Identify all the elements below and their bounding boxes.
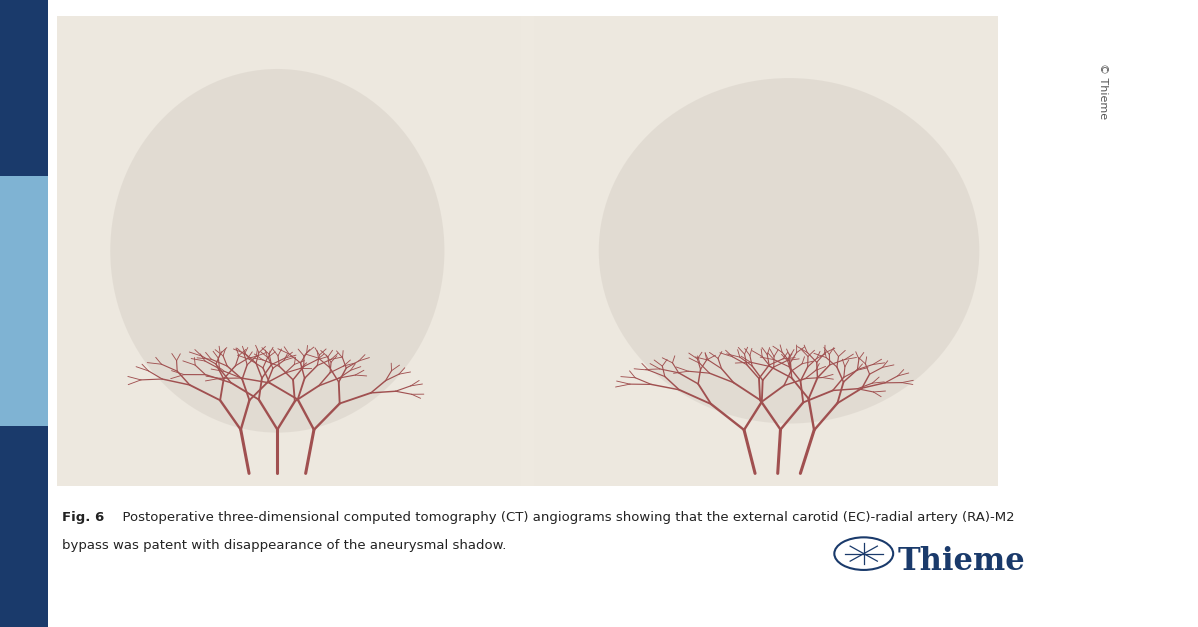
Text: Postoperative three-dimensional computed tomography (CT) angiograms showing that: Postoperative three-dimensional computed… (114, 511, 1015, 524)
Ellipse shape (599, 78, 979, 424)
Text: Thieme: Thieme (897, 545, 1025, 577)
Bar (0, 176, 48, 426)
Text: © Thieme: © Thieme (1097, 63, 1108, 119)
Ellipse shape (110, 69, 444, 433)
Bar (534, 16, 998, 486)
Text: bypass was patent with disappearance of the aneurysmal shadow.: bypass was patent with disappearance of … (62, 539, 507, 552)
Bar (0, 0, 48, 627)
Bar (56, 16, 998, 486)
Bar (56, 16, 521, 486)
Text: Fig. 6: Fig. 6 (62, 511, 104, 524)
